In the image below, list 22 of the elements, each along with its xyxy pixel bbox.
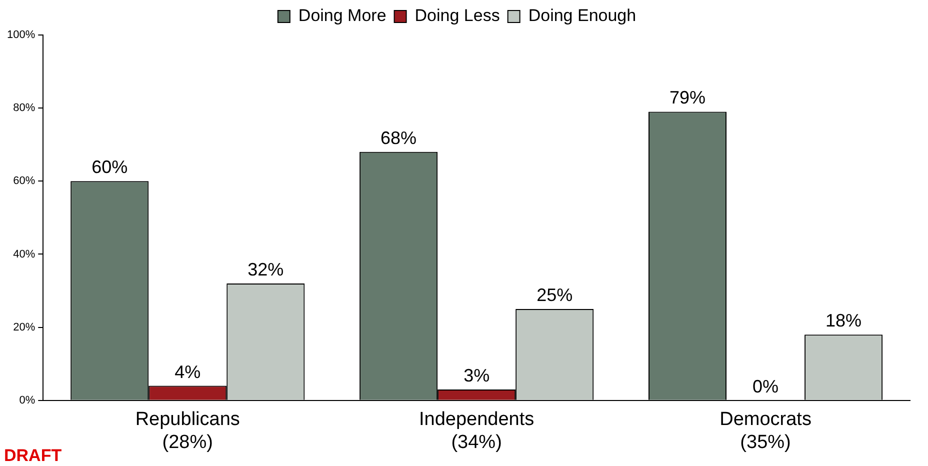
y-tick-label: 0% xyxy=(19,394,36,406)
x-tick-label: Republicans (28%) xyxy=(135,409,240,453)
data-label: 0% xyxy=(752,376,779,396)
data-label: 25% xyxy=(536,285,573,306)
data-label: 3% xyxy=(464,365,490,386)
legend-label: Doing Enough xyxy=(528,6,636,26)
text: DRAFT xyxy=(4,446,62,466)
x-tick-label: Democrats (35%) xyxy=(720,409,812,453)
x-tick-label: Independents (34%) xyxy=(418,409,534,453)
data-label: 68% xyxy=(380,128,417,148)
y-tick-label: 100% xyxy=(6,29,36,42)
data-label: 60% xyxy=(92,157,128,178)
data-label: 4% xyxy=(174,362,201,382)
y-tick-label: 40% xyxy=(13,248,36,260)
y-tick-label: 60% xyxy=(13,175,36,188)
legend-label: Doing More xyxy=(298,6,386,26)
y-tick-label: 80% xyxy=(13,102,36,114)
legend-label: Doing Less xyxy=(414,6,500,26)
data-label: 32% xyxy=(248,259,284,280)
y-tick-label: 20% xyxy=(13,321,36,334)
data-label: 79% xyxy=(669,88,706,108)
data-label: 18% xyxy=(826,310,862,331)
